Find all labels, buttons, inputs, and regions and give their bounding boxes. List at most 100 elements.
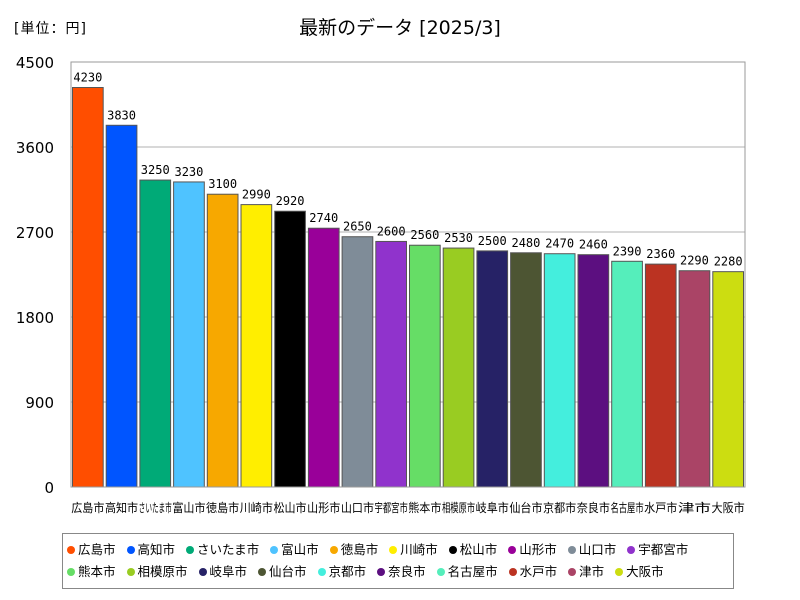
x-tick-label: さいたま市 — [139, 500, 172, 515]
legend-marker — [508, 546, 517, 554]
data-labels: 4230 3830 3250 3230 3100 2990 2920 2740 2650 2600… — [73, 71, 742, 269]
x-tick-label: 広島市 — [71, 500, 104, 515]
legend-marker — [329, 546, 338, 554]
legend-label: 水戸市 — [519, 564, 558, 579]
data-label: 3230 — [174, 165, 203, 179]
data-label: 2500 — [478, 234, 507, 248]
y-tick-label: 0 — [44, 479, 54, 497]
x-tick-label: 大阪市 — [712, 500, 745, 515]
data-label: 2990 — [242, 188, 271, 202]
data-label: 4230 — [73, 71, 102, 85]
data-label: 2600 — [377, 224, 406, 238]
legend-marker — [615, 568, 624, 576]
x-tick-label: 川崎市 — [240, 500, 273, 515]
x-tick-label: 名古屋市 — [610, 500, 643, 515]
bar — [678, 270, 711, 488]
legend-label: 宇都宮市 — [638, 542, 689, 557]
y-tick-label: 900 — [25, 394, 54, 412]
legend-label: 仙台市 — [269, 564, 307, 579]
legend-label: 相模原市 — [137, 564, 188, 579]
legend-marker — [67, 546, 75, 554]
y-tick-label: 1800 — [16, 309, 54, 327]
legend-item: 相模原市 — [126, 561, 188, 583]
bar — [476, 250, 509, 488]
data-label: 3250 — [141, 163, 170, 177]
bar — [72, 87, 104, 488]
legend-item: 熊本市 — [67, 561, 116, 583]
legend-label: 奈良市 — [388, 564, 426, 579]
x-tick-label: 松山市 — [273, 500, 306, 515]
legend-marker — [448, 546, 457, 554]
bar — [240, 204, 273, 488]
legend-marker — [270, 546, 279, 554]
legend-item: 名古屋市 — [436, 561, 498, 583]
legend-item: 岐阜市 — [198, 561, 248, 583]
x-tick-label: 岐阜市 — [476, 500, 509, 515]
x-tick-label: 津市 — [678, 500, 711, 515]
legend-item: 富山市 — [270, 539, 319, 561]
bar — [206, 193, 239, 488]
data-label: 2920 — [276, 194, 305, 208]
legend-marker — [389, 546, 398, 554]
legend-marker — [317, 568, 326, 576]
legend-label: 高知市 — [137, 542, 176, 557]
bar — [341, 236, 374, 488]
data-label: 2470 — [545, 237, 574, 251]
bar — [307, 227, 340, 488]
bars — [72, 87, 744, 488]
x-tick-label: 山形市 — [307, 500, 340, 515]
data-label: 2390 — [613, 244, 642, 258]
legend-marker — [508, 568, 517, 576]
bar — [577, 254, 610, 488]
legend-label: 山形市 — [519, 542, 557, 557]
legend-item: 京都市 — [317, 561, 367, 583]
plot-frame — [70, 61, 746, 488]
bar — [543, 253, 576, 488]
legend-marker — [627, 546, 636, 554]
legend-marker — [568, 568, 577, 576]
legend-item: 川崎市 — [389, 539, 438, 561]
bar — [442, 247, 475, 488]
legend-label: 松山市 — [459, 542, 498, 557]
x-tick-label: 富山市 — [172, 500, 205, 515]
legend-marker — [567, 546, 576, 554]
legend-marker — [377, 568, 386, 576]
legend-label: 山口市 — [578, 542, 617, 557]
data-label: 2740 — [309, 211, 338, 225]
data-label: 2650 — [343, 220, 372, 234]
legend-item: 大阪市 — [615, 561, 664, 583]
bar — [105, 124, 138, 488]
data-label: 2360 — [646, 247, 675, 261]
bar — [510, 252, 542, 488]
legend-item: 山口市 — [567, 539, 617, 561]
data-label: 2480 — [511, 236, 540, 250]
y-tick-label: 4500 — [16, 54, 54, 72]
chart-title: 最新のデータ [2025/3] — [299, 17, 501, 39]
legend-marker — [436, 568, 445, 576]
legend-item: 広島市 — [67, 539, 116, 561]
data-label: 2560 — [410, 228, 439, 242]
legend-label: 徳島市 — [340, 542, 379, 557]
x-tick-label: 熊本市 — [408, 500, 441, 515]
legend-item: 高知市 — [126, 539, 176, 561]
x-tick-label: 奈良市 — [577, 500, 610, 515]
bar — [274, 210, 306, 488]
data-label: 3830 — [107, 108, 136, 122]
x-tick-label: 徳島市 — [206, 500, 239, 515]
bar — [139, 179, 172, 488]
legend-item: 徳島市 — [329, 539, 379, 561]
legend-item: 山形市 — [508, 539, 557, 561]
bar — [712, 271, 744, 488]
bar — [375, 240, 407, 488]
legend-label: 大阪市 — [626, 564, 664, 579]
x-tick-label: 相模原市 — [442, 500, 475, 515]
bar-chart: 4230 3830 3250 3230 3100 2990 2920 2740 2650 2600… — [16, 54, 746, 515]
legend-label: 京都市 — [328, 564, 367, 579]
axes: 0 900 1800 2700 3600 4500 広島市高知市さいたま市富山市徳島市川崎市… — [16, 54, 746, 515]
x-tick-label: 京都市 — [543, 500, 576, 515]
legend-label: 岐阜市 — [209, 564, 248, 579]
legend-label: 川崎市 — [400, 542, 438, 557]
bar — [611, 260, 643, 488]
legend-label: 富山市 — [281, 542, 319, 557]
bar — [409, 244, 441, 488]
